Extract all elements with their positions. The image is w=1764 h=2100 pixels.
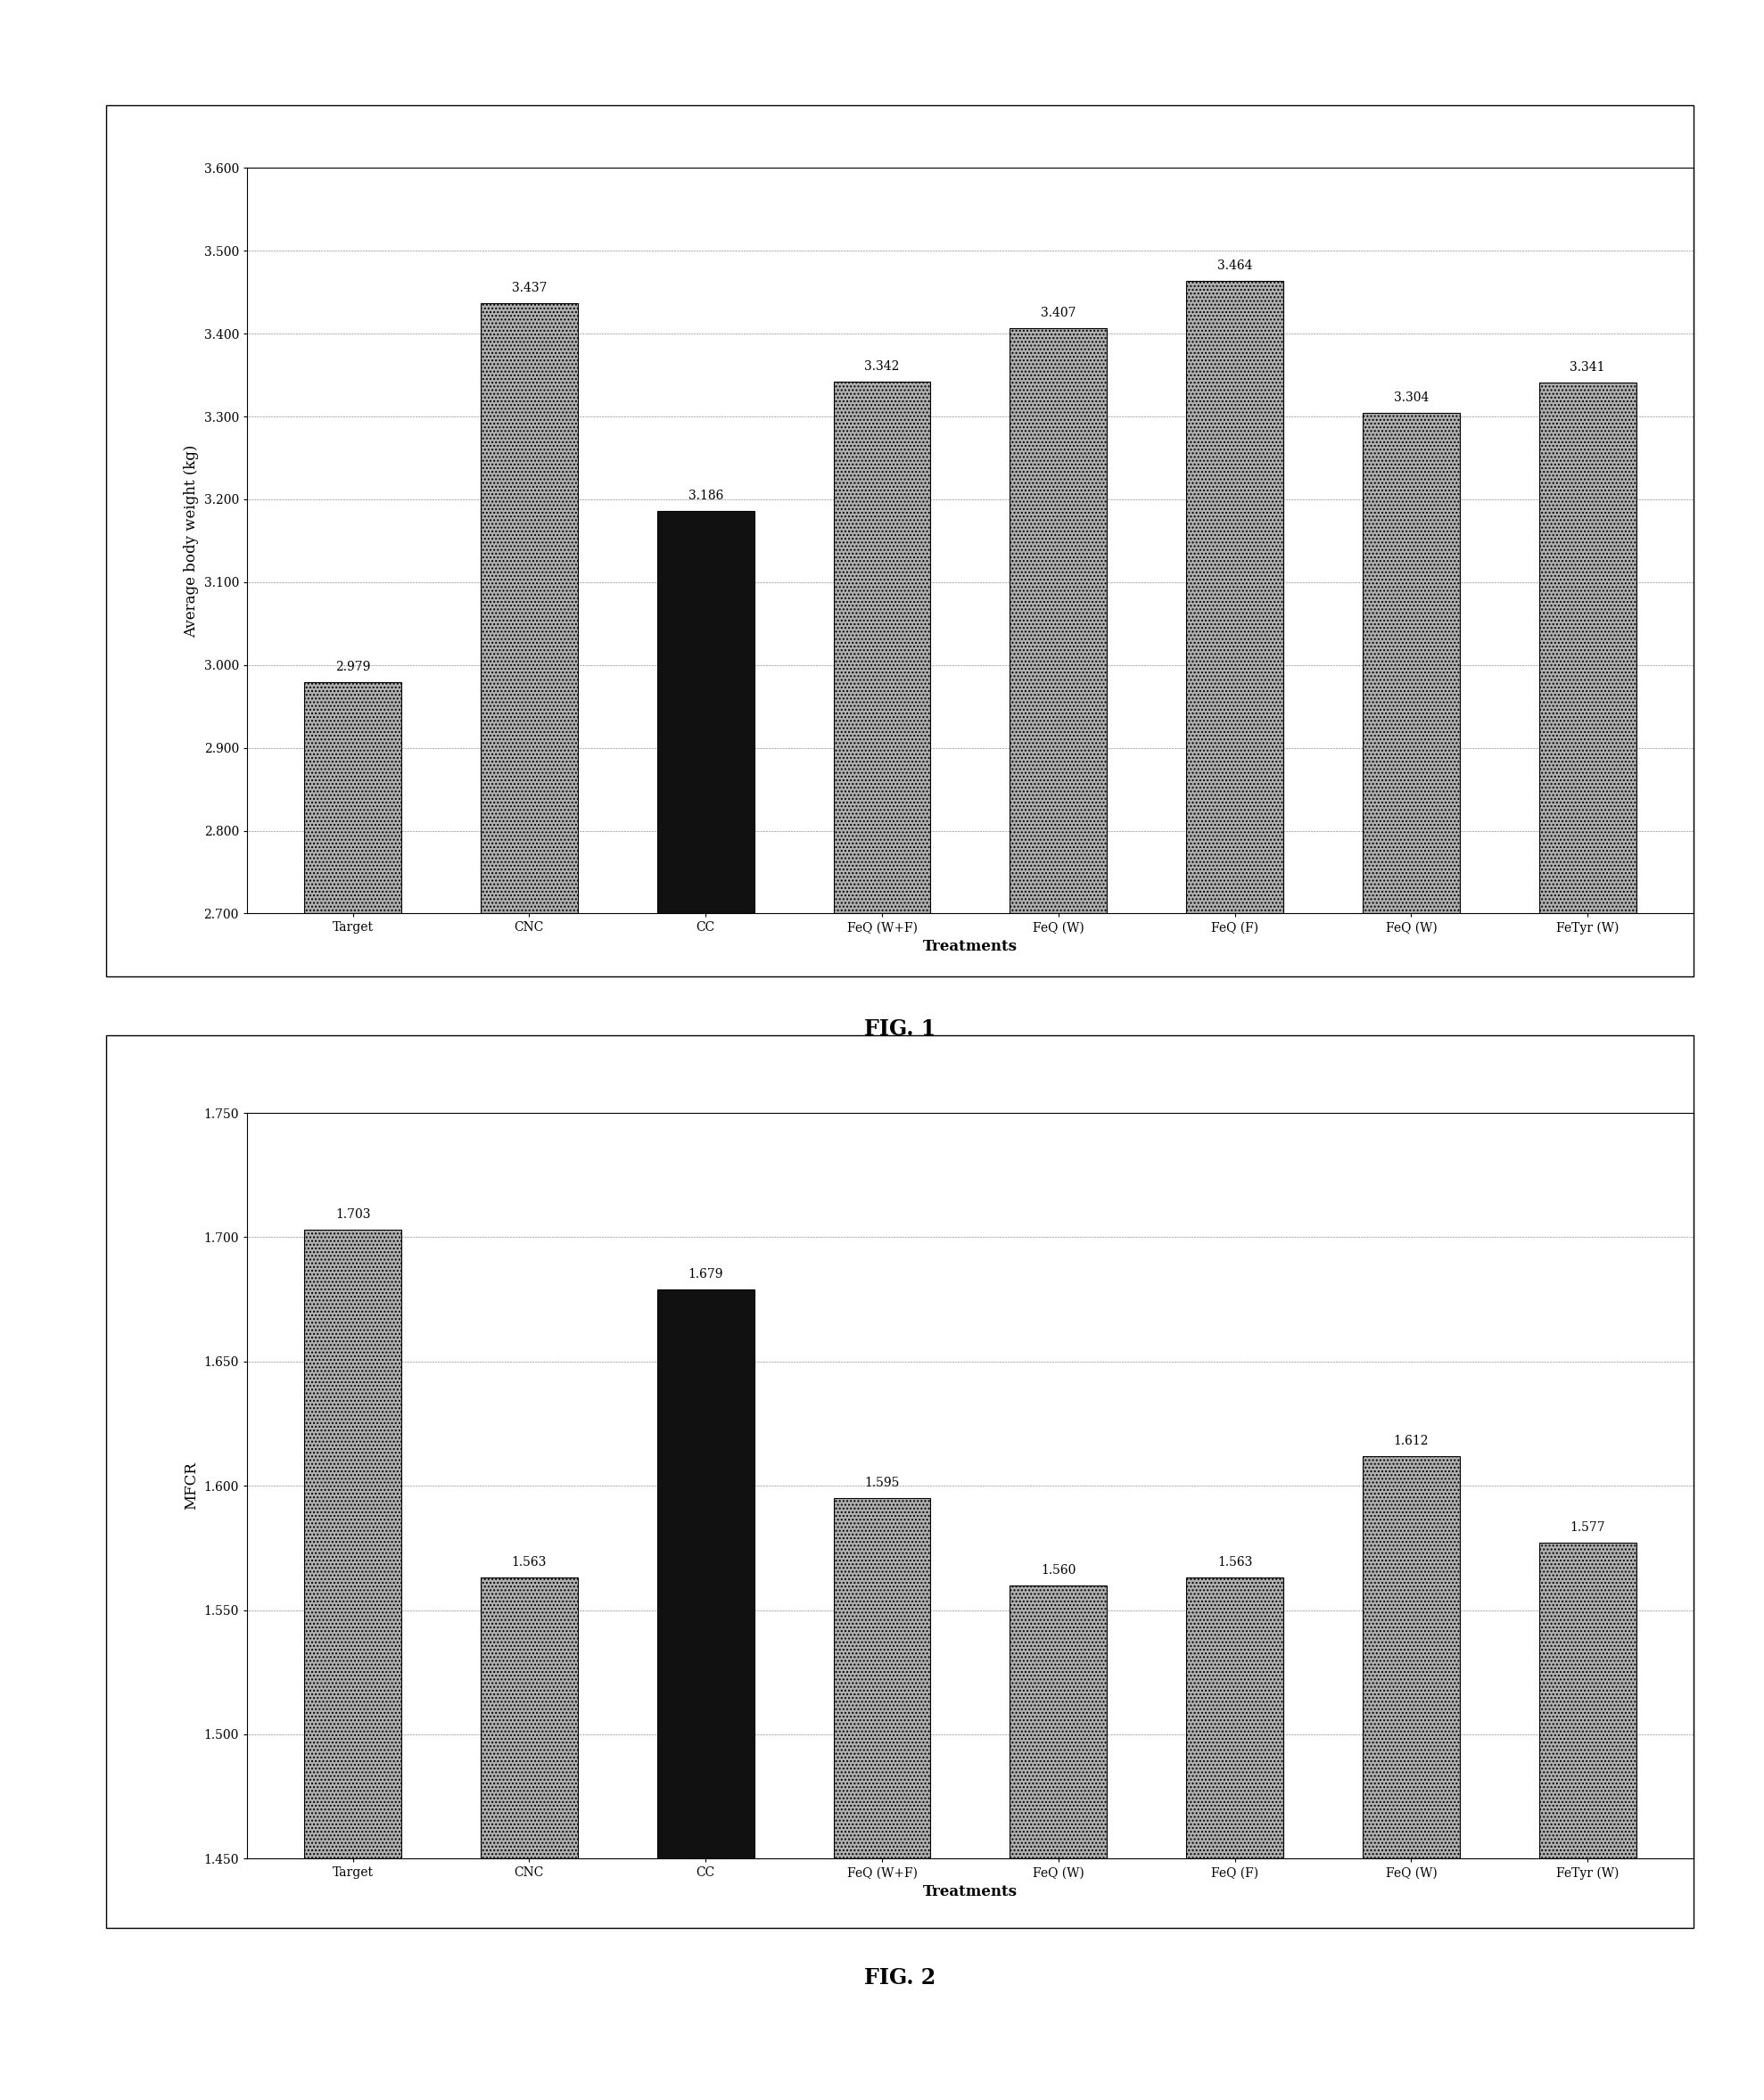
Bar <box>834 1497 931 1859</box>
Text: 1.560: 1.560 <box>1041 1564 1076 1577</box>
Bar <box>305 1231 402 1859</box>
Text: 2.979: 2.979 <box>335 662 370 674</box>
Text: 1.679: 1.679 <box>688 1268 723 1281</box>
Text: 1.577: 1.577 <box>1570 1522 1605 1533</box>
Text: 1.563: 1.563 <box>512 1556 547 1569</box>
Bar <box>658 1289 755 1859</box>
Bar <box>1185 281 1282 914</box>
Text: 3.464: 3.464 <box>1217 258 1252 271</box>
Text: FIG. 2: FIG. 2 <box>864 1968 935 1989</box>
Bar <box>1009 328 1108 914</box>
Bar <box>834 382 931 914</box>
X-axis label: Treatments: Treatments <box>923 939 1018 955</box>
Text: 3.186: 3.186 <box>688 489 723 502</box>
Bar <box>1009 1586 1108 1859</box>
Text: 3.304: 3.304 <box>1394 393 1429 403</box>
Bar <box>1538 382 1637 914</box>
Y-axis label: Average body weight (kg): Average body weight (kg) <box>183 445 199 636</box>
X-axis label: Treatments: Treatments <box>923 1884 1018 1901</box>
Bar <box>1362 414 1459 914</box>
Text: 1.563: 1.563 <box>1217 1556 1252 1569</box>
Text: 3.407: 3.407 <box>1041 307 1076 319</box>
Text: 1.595: 1.595 <box>864 1476 900 1489</box>
Bar <box>658 510 755 914</box>
Text: 1.703: 1.703 <box>335 1208 370 1220</box>
Bar <box>1185 1577 1282 1859</box>
Text: 1.612: 1.612 <box>1394 1434 1429 1447</box>
Bar <box>480 1577 579 1859</box>
Text: 3.341: 3.341 <box>1570 361 1605 374</box>
Bar <box>1538 1544 1637 1859</box>
Text: 3.437: 3.437 <box>512 281 547 294</box>
Y-axis label: MFCR: MFCR <box>183 1462 199 1510</box>
Bar <box>480 302 579 914</box>
Bar <box>1362 1455 1459 1859</box>
Bar <box>305 682 402 914</box>
Text: FIG. 1: FIG. 1 <box>864 1018 935 1040</box>
Text: 3.342: 3.342 <box>864 361 900 374</box>
